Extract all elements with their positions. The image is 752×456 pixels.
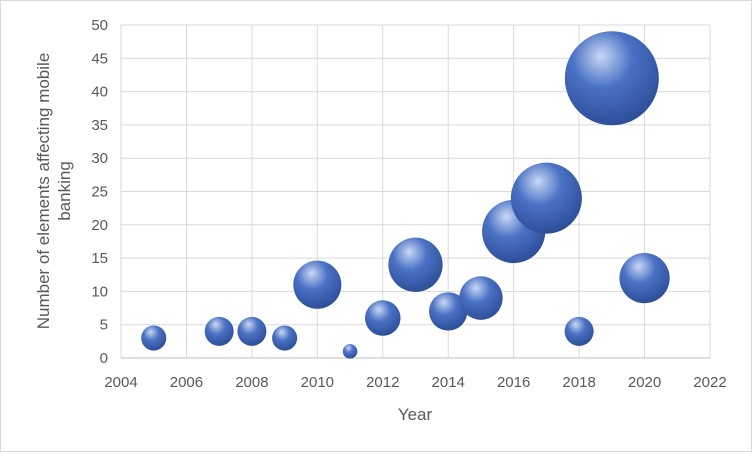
bubble-point <box>237 316 267 346</box>
bubble-point <box>272 325 298 351</box>
y-axis-title: Number of elements affecting mobile banki… <box>34 53 74 330</box>
y-tick-label: 30 <box>91 150 108 167</box>
x-tick-label: 2020 <box>628 374 661 391</box>
bubble-point <box>564 316 594 346</box>
y-tick-label: 35 <box>91 117 108 134</box>
bubble-point <box>510 162 582 234</box>
x-tick-label: 2022 <box>693 374 726 391</box>
bubble-point <box>365 300 401 336</box>
y-tick-label: 15 <box>91 250 108 267</box>
y-tick-label: 5 <box>100 317 108 334</box>
y-tick-label: 45 <box>91 50 108 67</box>
x-tick-label: 2008 <box>235 374 268 391</box>
x-tick-label: 2010 <box>301 374 334 391</box>
x-tick-label: 2014 <box>432 374 465 391</box>
bubble-point <box>141 325 167 351</box>
x-tick-label: 2006 <box>170 374 203 391</box>
y-tick-label: 20 <box>91 217 108 234</box>
x-tick-label: 2016 <box>497 374 530 391</box>
bubble-point <box>564 31 659 126</box>
bubble-point <box>342 344 358 359</box>
y-tick-label: 0 <box>100 350 108 367</box>
bubble-point <box>388 237 443 292</box>
bubbles <box>141 31 670 359</box>
x-tick-label: 2018 <box>562 374 595 391</box>
axes: 0 5 10 15 20 25 30 35 40 45 50 2004 2006 2008 2010 2012… <box>91 17 726 391</box>
bubble-point <box>204 316 234 346</box>
x-tick-label: 2004 <box>104 374 137 391</box>
y-tick-label: 50 <box>91 17 108 34</box>
bubble-point <box>619 252 670 304</box>
bubble-point <box>429 292 468 331</box>
y-tick-label: 40 <box>91 84 108 101</box>
x-tick-label: 2012 <box>366 374 399 391</box>
y-tick-label: 10 <box>91 283 108 300</box>
bubble-point <box>459 276 503 320</box>
x-axis-title: Year <box>398 405 433 424</box>
bubble-point <box>293 260 342 309</box>
y-tick-label: 25 <box>91 184 108 201</box>
